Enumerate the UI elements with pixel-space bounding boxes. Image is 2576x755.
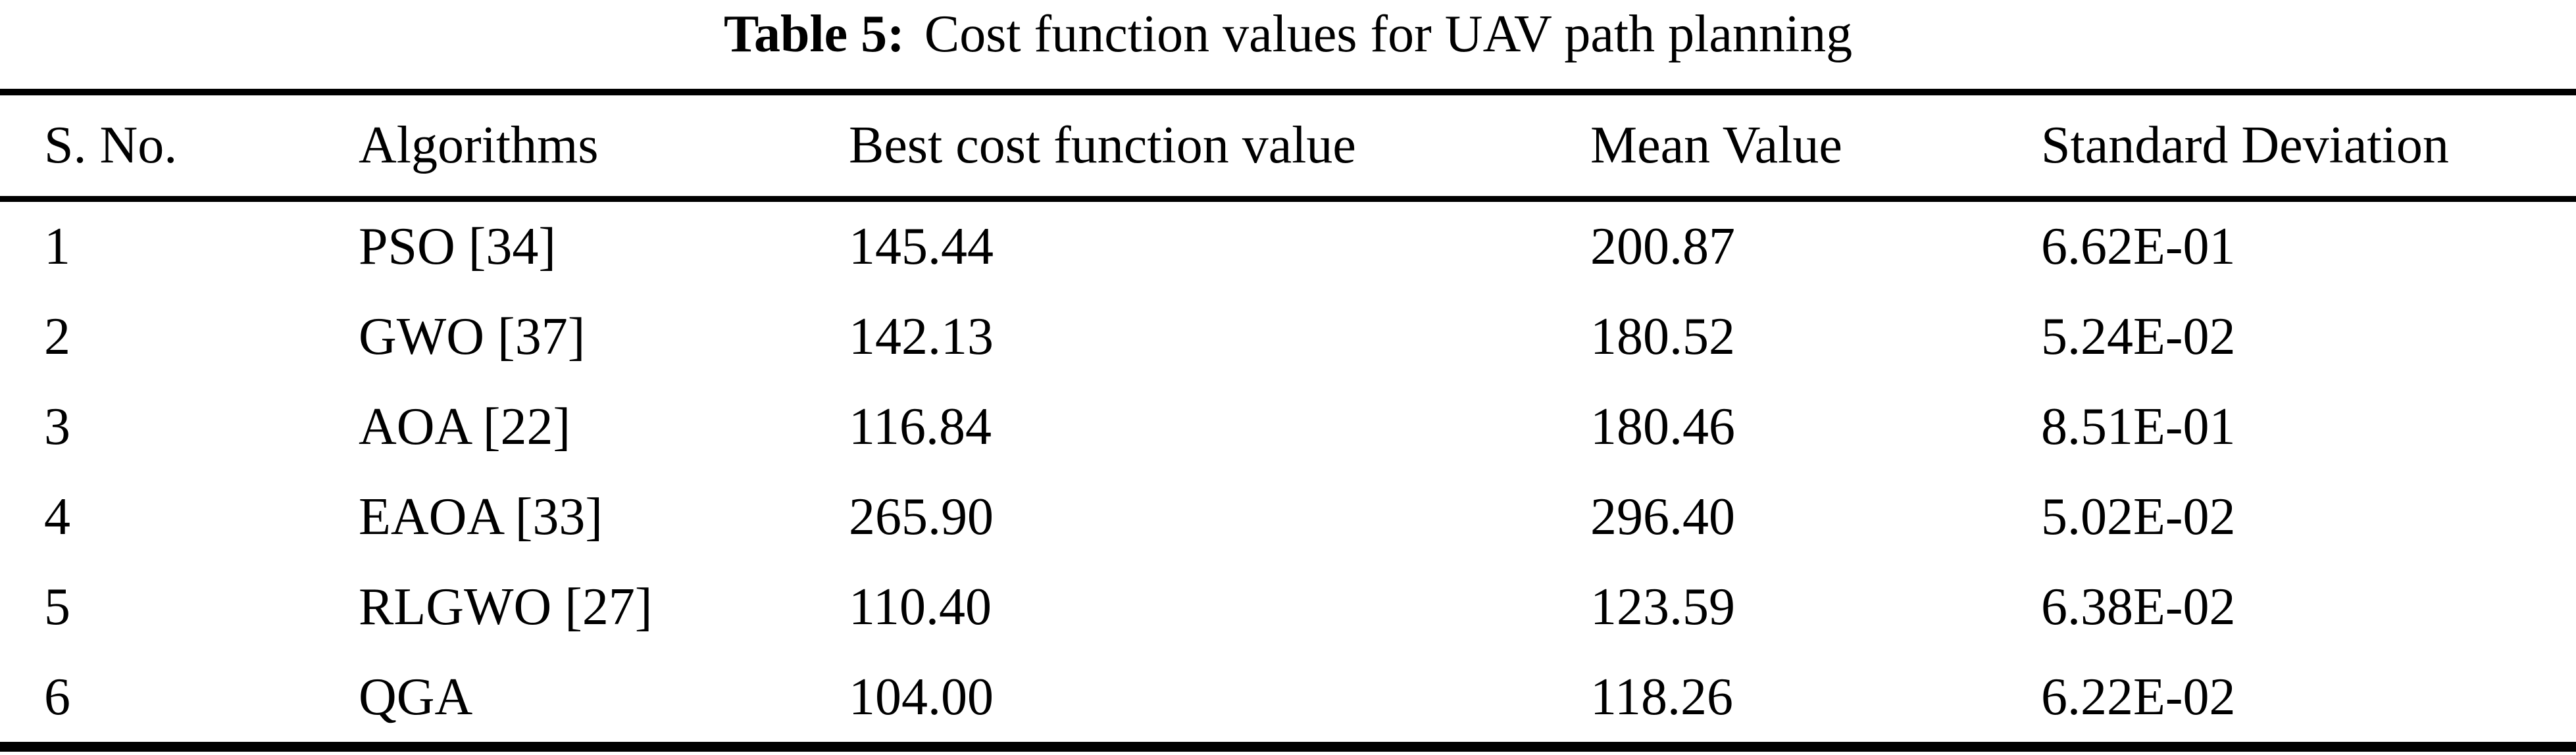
cell-std-dev: 6.62E-01 [2041, 218, 2236, 276]
cell-std-dev: 5.24E-02 [2041, 308, 2236, 366]
cell-algorithm: QGA [359, 668, 473, 726]
cell-sno: 4 [44, 488, 70, 546]
cell-algorithm: RLGWO [27] [359, 578, 653, 636]
cell-mean: 123.59 [1590, 578, 1735, 636]
table-caption: Table 5: Cost function values for UAV pa… [0, 0, 2576, 85]
table-top-rule [0, 89, 2576, 95]
table-header-row: S. No. Algorithms Best cost function val… [0, 95, 2576, 196]
cell-std-dev: 6.22E-02 [2041, 668, 2236, 726]
table-row: 2 GWO [37] 142.13 180.52 5.24E-02 [0, 292, 2576, 382]
cell-mean: 200.87 [1590, 218, 1735, 276]
cell-mean: 118.26 [1590, 668, 1734, 726]
cell-mean: 296.40 [1590, 488, 1735, 546]
cell-sno: 5 [44, 578, 70, 636]
column-header-algorithms: Algorithms [359, 116, 599, 174]
cell-best-cost: 142.13 [849, 308, 994, 366]
cell-sno: 2 [44, 308, 70, 366]
table-caption-label: Table 5: [723, 5, 905, 63]
column-header-sno: S. No. [44, 116, 178, 174]
cell-algorithm: GWO [37] [359, 308, 586, 366]
cell-mean: 180.46 [1590, 398, 1735, 456]
table-header-rule [0, 196, 2576, 202]
cell-sno: 1 [44, 218, 70, 276]
cell-best-cost: 104.00 [849, 668, 994, 726]
table-row: 5 RLGWO [27] 110.40 123.59 6.38E-02 [0, 562, 2576, 652]
table-body: 1 PSO [34] 145.44 200.87 6.62E-01 2 GWO … [0, 202, 2576, 743]
cell-best-cost: 265.90 [849, 488, 994, 546]
table-row: 1 PSO [34] 145.44 200.87 6.62E-01 [0, 202, 2576, 292]
cell-algorithm: AOA [22] [359, 398, 571, 456]
cell-std-dev: 6.38E-02 [2041, 578, 2236, 636]
table-caption-text: Cost function values for UAV path planni… [924, 5, 1853, 63]
cell-std-dev: 5.02E-02 [2041, 488, 2236, 546]
cell-std-dev: 8.51E-01 [2041, 398, 2236, 456]
column-header-mean-value: Mean Value [1590, 116, 1842, 174]
table-row: 3 AOA [22] 116.84 180.46 8.51E-01 [0, 382, 2576, 472]
cell-mean: 180.52 [1590, 308, 1735, 366]
cell-best-cost: 110.40 [849, 578, 992, 636]
cell-sno: 6 [44, 668, 70, 726]
column-header-std-dev: Standard Deviation [2041, 116, 2449, 174]
table-row: 6 QGA 104.00 118.26 6.22E-02 [0, 652, 2576, 743]
cell-sno: 3 [44, 398, 70, 456]
cell-algorithm: PSO [34] [359, 218, 557, 276]
column-header-best-cost: Best cost function value [849, 116, 1356, 174]
table-row: 4 EAOA [33] 265.90 296.40 5.02E-02 [0, 472, 2576, 562]
cell-best-cost: 145.44 [849, 218, 994, 276]
cell-best-cost: 116.84 [849, 398, 992, 456]
table-bottom-rule [0, 742, 2576, 752]
cell-algorithm: EAOA [33] [359, 488, 603, 546]
